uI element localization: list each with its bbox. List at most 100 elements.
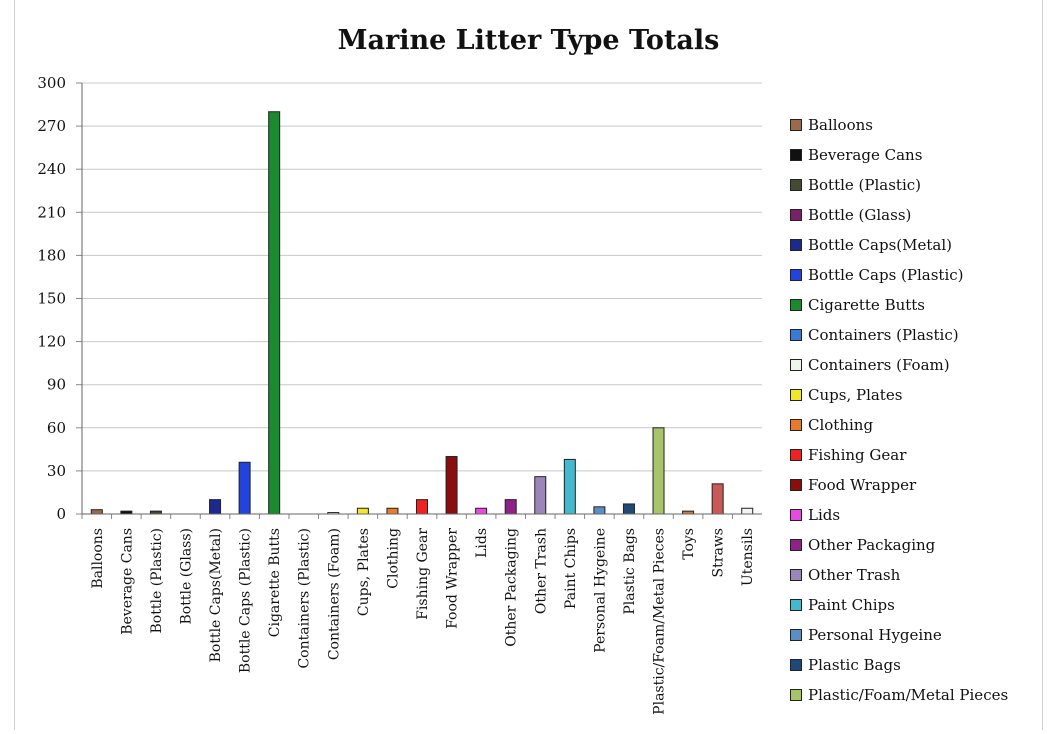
y-tick-label: 90: [47, 376, 66, 394]
x-tick-label: Lids: [474, 528, 490, 558]
bar: [209, 499, 222, 515]
bar: [534, 476, 547, 515]
bar: [416, 499, 428, 515]
y-tick-label: 210: [37, 203, 66, 221]
legend-swatch: [790, 179, 802, 191]
legend-swatch: [790, 509, 802, 521]
bars: [90, 111, 754, 515]
x-tick-label: Plastic/Foam/Metal Pieces: [652, 528, 668, 715]
legend-label: Containers (Plastic): [808, 326, 959, 344]
chart-title: Marine Litter Type Totals: [337, 25, 720, 56]
chart-legend: Balloons Beverage Cans Bottle (Plastic) Bot…: [790, 110, 1040, 710]
x-tick-label: Bottle (Glass): [178, 528, 194, 624]
bar: [238, 461, 251, 515]
legend-swatch: [790, 329, 802, 341]
legend-swatch: [790, 359, 802, 371]
x-tick-label: Balloons: [90, 528, 106, 589]
legend-item: Other Trash: [790, 560, 1040, 590]
y-tick-label: 240: [37, 160, 66, 178]
legend-item: Paint Chips: [790, 590, 1040, 620]
y-tick-label: 120: [37, 333, 66, 351]
legend-item: Cups, Plates: [790, 380, 1040, 410]
x-tick-label: Cups, Plates: [356, 528, 372, 616]
bar: [741, 507, 754, 515]
legend-label: Clothing: [808, 416, 874, 434]
y-tick-label: 180: [37, 246, 66, 264]
legend-item: Beverage Cans: [790, 140, 1040, 170]
gridlines: [82, 82, 762, 515]
legend-label: Bottle Caps(Metal): [808, 236, 952, 254]
legend-label: Lids: [808, 506, 841, 524]
bar: [652, 427, 665, 515]
x-tick-label: Containers (Plastic): [297, 528, 313, 669]
bar: [622, 503, 635, 515]
bar: [90, 509, 103, 515]
legend-swatch: [790, 449, 802, 461]
legend-item: Bottle Caps(Metal): [790, 230, 1040, 260]
legend-item: Bottle (Glass): [790, 200, 1040, 230]
legend-swatch: [790, 149, 802, 161]
x-tick-label: Clothing: [385, 528, 401, 589]
legend-item: Food Wrapper: [790, 470, 1040, 500]
legend-label: Other Trash: [808, 566, 901, 584]
x-tick-label: Food Wrapper: [445, 528, 461, 629]
legend-item: Cigarette Butts: [790, 290, 1040, 320]
legend-swatch: [790, 599, 802, 611]
legend-item: Fishing Gear: [790, 440, 1040, 470]
legend-swatch: [790, 389, 802, 401]
legend-swatch: [790, 119, 802, 131]
legend-item: Plastic/Foam/Metal Pieces: [790, 680, 1040, 710]
x-tick-label: Bottle Caps(Metal): [208, 528, 224, 662]
legend-label: Beverage Cans: [808, 146, 923, 164]
legend-label: Plastic/Foam/Metal Pieces: [808, 686, 1009, 704]
legend-swatch: [790, 299, 802, 311]
legend-swatch: [790, 269, 802, 281]
legend-item: Clothing: [790, 410, 1040, 440]
legend-swatch: [790, 539, 802, 551]
legend-item: Bottle Caps (Plastic): [790, 260, 1040, 290]
bar: [268, 111, 281, 515]
y-axis-ticks: 0 30 60 90 120 150 180 210 240 270 300: [37, 74, 82, 523]
legend-label: Other Packaging: [808, 536, 936, 554]
bar: [504, 499, 517, 515]
legend-item: Containers (Plastic): [790, 320, 1040, 350]
legend-label: Cups, Plates: [808, 386, 903, 404]
legend-item: Balloons: [790, 110, 1040, 140]
bar: [593, 506, 606, 515]
bar: [356, 507, 369, 515]
x-axis-labels: Balloons Beverage Cans Bottle (Plastic) Bot…: [81, 514, 756, 715]
legend-swatch: [790, 209, 802, 221]
x-tick-label: Other Packaging: [504, 528, 520, 647]
bar: [386, 507, 399, 515]
legend-item: Plastic Bags: [790, 650, 1040, 680]
legend-swatch: [790, 569, 802, 581]
x-tick-label: Containers (Foam): [326, 528, 342, 660]
x-tick-label: Other Trash: [533, 528, 549, 614]
legend-label: Bottle (Glass): [808, 206, 912, 224]
x-tick-label: Personal Hygeine: [592, 528, 608, 653]
legend-swatch: [790, 659, 802, 671]
legend-label: Fishing Gear: [808, 446, 907, 464]
legend-label: Food Wrapper: [808, 476, 917, 494]
legend-label: Cigarette Butts: [808, 296, 926, 314]
legend-item: Bottle (Plastic): [790, 170, 1040, 200]
legend-swatch: [790, 689, 802, 701]
x-tick-label: Plastic Bags: [622, 528, 638, 615]
x-tick-label: Bottle (Plastic): [149, 528, 165, 633]
x-tick-label: Bottle Caps (Plastic): [238, 528, 254, 673]
legend-label: Plastic Bags: [808, 656, 901, 674]
y-tick-label: 150: [37, 290, 66, 308]
x-tick-label: Straws: [711, 528, 727, 577]
bar: [475, 507, 488, 515]
x-tick-label: Toys: [681, 528, 697, 560]
x-tick-label: Fishing Gear: [415, 528, 431, 620]
x-tick-label: Cigarette Butts: [267, 528, 283, 637]
y-tick-label: 0: [56, 505, 66, 523]
legend-item: Other Packaging: [790, 530, 1040, 560]
legend-item: Containers (Foam): [790, 350, 1040, 380]
legend-label: Personal Hygeine: [808, 626, 942, 644]
bar: [563, 458, 576, 515]
legend-label: Containers (Foam): [808, 356, 950, 374]
bar: [711, 483, 724, 515]
legend-label: Balloons: [808, 116, 873, 134]
